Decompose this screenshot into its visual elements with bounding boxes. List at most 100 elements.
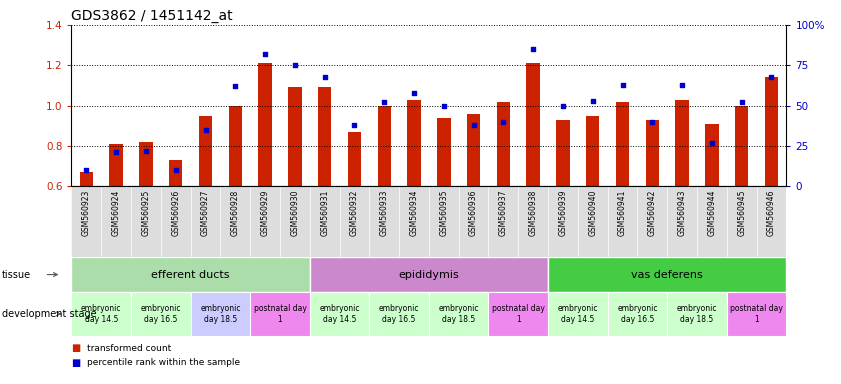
Text: GSM560930: GSM560930 <box>290 190 299 236</box>
Bar <box>198 116 212 186</box>
Text: GSM560923: GSM560923 <box>82 190 91 236</box>
Text: GSM560945: GSM560945 <box>738 190 746 236</box>
Bar <box>764 78 778 186</box>
Bar <box>258 63 272 186</box>
Bar <box>140 142 153 186</box>
Text: postnatal day
1: postnatal day 1 <box>492 304 545 324</box>
Text: GSM560943: GSM560943 <box>678 190 686 236</box>
Bar <box>71 292 131 336</box>
Text: GSM560940: GSM560940 <box>588 190 597 236</box>
Bar <box>429 292 489 336</box>
Bar <box>378 106 391 186</box>
Text: GSM560946: GSM560946 <box>767 190 776 236</box>
Text: GSM560932: GSM560932 <box>350 190 359 236</box>
Text: embryonic
day 18.5: embryonic day 18.5 <box>438 304 479 324</box>
Text: embryonic
day 18.5: embryonic day 18.5 <box>677 304 717 324</box>
Bar <box>467 114 480 186</box>
Bar <box>437 118 451 186</box>
Bar <box>71 257 309 292</box>
Text: GSM560929: GSM560929 <box>261 190 270 236</box>
Bar <box>586 116 600 186</box>
Point <box>764 73 778 79</box>
Point <box>378 99 391 106</box>
Point <box>407 89 420 96</box>
Bar <box>318 88 331 186</box>
Text: GSM560925: GSM560925 <box>141 190 151 236</box>
Bar <box>169 160 182 186</box>
Text: GSM560933: GSM560933 <box>380 190 389 236</box>
Point <box>616 81 629 88</box>
Text: postnatal day
1: postnatal day 1 <box>730 304 783 324</box>
Point <box>140 148 153 154</box>
Text: embryonic
day 16.5: embryonic day 16.5 <box>617 304 658 324</box>
Text: GSM560938: GSM560938 <box>529 190 537 236</box>
Bar <box>548 257 786 292</box>
Text: GSM560931: GSM560931 <box>320 190 329 236</box>
Bar <box>548 292 607 336</box>
Point <box>735 99 748 106</box>
Text: GSM560942: GSM560942 <box>648 190 657 236</box>
Bar <box>489 292 548 336</box>
Point <box>586 98 600 104</box>
Bar <box>309 292 369 336</box>
Text: GSM560939: GSM560939 <box>558 190 568 236</box>
Bar <box>80 172 93 186</box>
Text: embryonic
day 14.5: embryonic day 14.5 <box>81 304 121 324</box>
Bar <box>251 292 309 336</box>
Point <box>80 167 93 173</box>
Bar <box>727 292 786 336</box>
Text: GSM560927: GSM560927 <box>201 190 210 236</box>
Bar <box>735 106 748 186</box>
Point <box>229 83 242 89</box>
Text: GSM560926: GSM560926 <box>172 190 180 236</box>
Text: percentile rank within the sample: percentile rank within the sample <box>87 358 240 367</box>
Point <box>526 46 540 52</box>
Point <box>467 122 480 128</box>
Point <box>347 122 361 128</box>
Text: development stage: development stage <box>2 309 97 319</box>
Point <box>646 119 659 125</box>
Text: ■: ■ <box>71 358 81 368</box>
Text: GSM560937: GSM560937 <box>499 190 508 236</box>
Text: embryonic
day 16.5: embryonic day 16.5 <box>379 304 420 324</box>
Bar <box>497 101 510 186</box>
Text: ■: ■ <box>71 343 81 353</box>
Bar <box>288 88 302 186</box>
Bar <box>705 124 718 186</box>
Point <box>198 127 212 133</box>
Point <box>109 149 123 156</box>
Point <box>169 167 182 173</box>
Text: GSM560941: GSM560941 <box>618 190 627 236</box>
Point <box>556 103 569 109</box>
Text: transformed count: transformed count <box>87 344 171 353</box>
Bar <box>309 257 548 292</box>
Text: embryonic
day 14.5: embryonic day 14.5 <box>320 304 360 324</box>
Bar <box>369 292 429 336</box>
Bar <box>191 292 251 336</box>
Text: efferent ducts: efferent ducts <box>151 270 230 280</box>
Bar <box>616 101 629 186</box>
Bar <box>109 144 123 186</box>
Bar <box>646 120 659 186</box>
Bar <box>607 292 667 336</box>
Bar <box>667 292 727 336</box>
Text: GSM560924: GSM560924 <box>112 190 120 236</box>
Point <box>288 62 302 68</box>
Text: GSM560944: GSM560944 <box>707 190 717 236</box>
Text: GSM560934: GSM560934 <box>410 190 419 236</box>
Text: embryonic
day 16.5: embryonic day 16.5 <box>140 304 181 324</box>
Text: GSM560935: GSM560935 <box>439 190 448 236</box>
Text: GDS3862 / 1451142_at: GDS3862 / 1451142_at <box>71 8 233 23</box>
Point <box>258 51 272 57</box>
Text: embryonic
day 14.5: embryonic day 14.5 <box>558 304 598 324</box>
Point <box>675 81 689 88</box>
Text: embryonic
day 18.5: embryonic day 18.5 <box>200 304 241 324</box>
Bar <box>526 63 540 186</box>
Point <box>497 119 510 125</box>
Text: tissue: tissue <box>2 270 31 280</box>
Bar <box>131 292 191 336</box>
Bar <box>347 132 361 186</box>
Bar <box>556 120 569 186</box>
Bar <box>675 99 689 186</box>
Point <box>705 140 718 146</box>
